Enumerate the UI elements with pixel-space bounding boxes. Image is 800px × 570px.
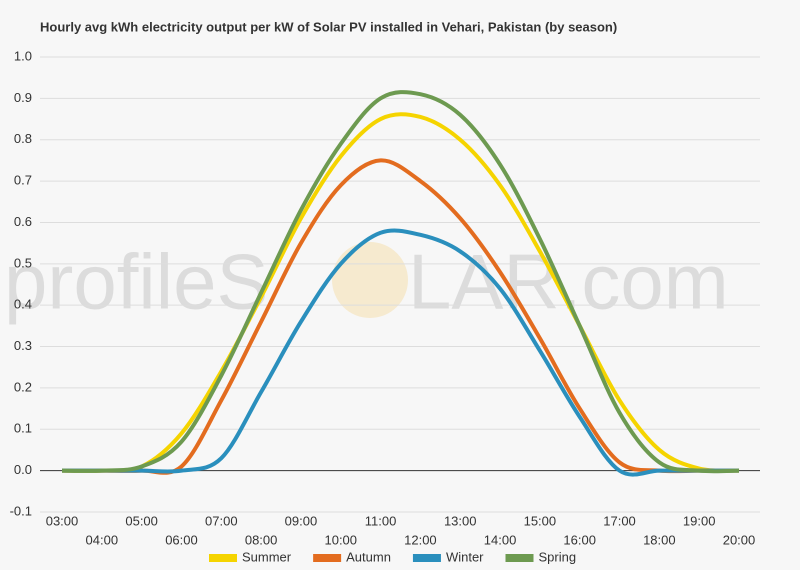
y-tick-label: 0.3: [14, 338, 32, 353]
y-tick-label: 0.9: [14, 90, 32, 105]
legend-label: Summer: [242, 549, 292, 564]
y-tick-label: 0.2: [14, 379, 32, 394]
series-line: [61, 90, 740, 474]
legend-swatch: [209, 554, 237, 562]
x-tick-label: 20:00: [723, 532, 756, 547]
x-tick-label: 06:00: [165, 532, 198, 547]
x-tick-label: 08:00: [245, 532, 278, 547]
x-tick-label: 13:00: [444, 513, 477, 528]
x-tick-label: 12:00: [404, 532, 437, 547]
series-line: [61, 112, 740, 473]
series-line: [61, 158, 739, 475]
legend-label: Autumn: [346, 549, 391, 564]
x-tick-label: 05:00: [125, 513, 158, 528]
legend-swatch: [505, 554, 534, 562]
watermark-text: profileS: [4, 238, 268, 326]
legend: Summer Autumn Winter Spring: [209, 549, 576, 564]
x-tick-label: 09:00: [285, 513, 318, 528]
x-tick-label: 15:00: [524, 513, 557, 528]
watermark-sun: [332, 242, 408, 318]
y-tick-label: 1.0: [14, 48, 32, 63]
y-tick-label: 0.7: [14, 173, 32, 188]
legend-label: Spring: [539, 549, 577, 564]
y-tick-label: 0.1: [14, 421, 32, 436]
x-tick-label: 16:00: [563, 532, 596, 547]
x-tick-label: 18:00: [643, 532, 676, 547]
y-tick-label: 0.6: [14, 214, 32, 229]
y-tick-label: -0.1: [10, 503, 32, 518]
x-tick-label: 10:00: [324, 532, 357, 547]
series-line: [61, 228, 739, 477]
x-tick-label: 19:00: [683, 513, 716, 528]
watermark: profileS LAR.com: [4, 238, 729, 326]
x-tick-label: 11:00: [365, 513, 397, 528]
legend-swatch: [313, 554, 342, 562]
legend-swatch: [412, 554, 441, 562]
x-tick-label: 17:00: [603, 513, 636, 528]
y-tick-label: 0.0: [14, 462, 32, 477]
y-tick-label: 0.4: [14, 297, 32, 312]
y-tick-label: 0.8: [14, 131, 32, 146]
x-tick-label: 04:00: [86, 532, 119, 547]
x-tick-label: 03:00: [46, 513, 79, 528]
y-tick-label: 0.5: [14, 255, 32, 270]
chart-title: Hourly avg kWh electricity output per kW…: [40, 19, 617, 34]
x-tick-label: 14:00: [484, 532, 517, 547]
legend-label: Winter: [446, 549, 484, 564]
x-tick-label: 07:00: [205, 513, 238, 528]
